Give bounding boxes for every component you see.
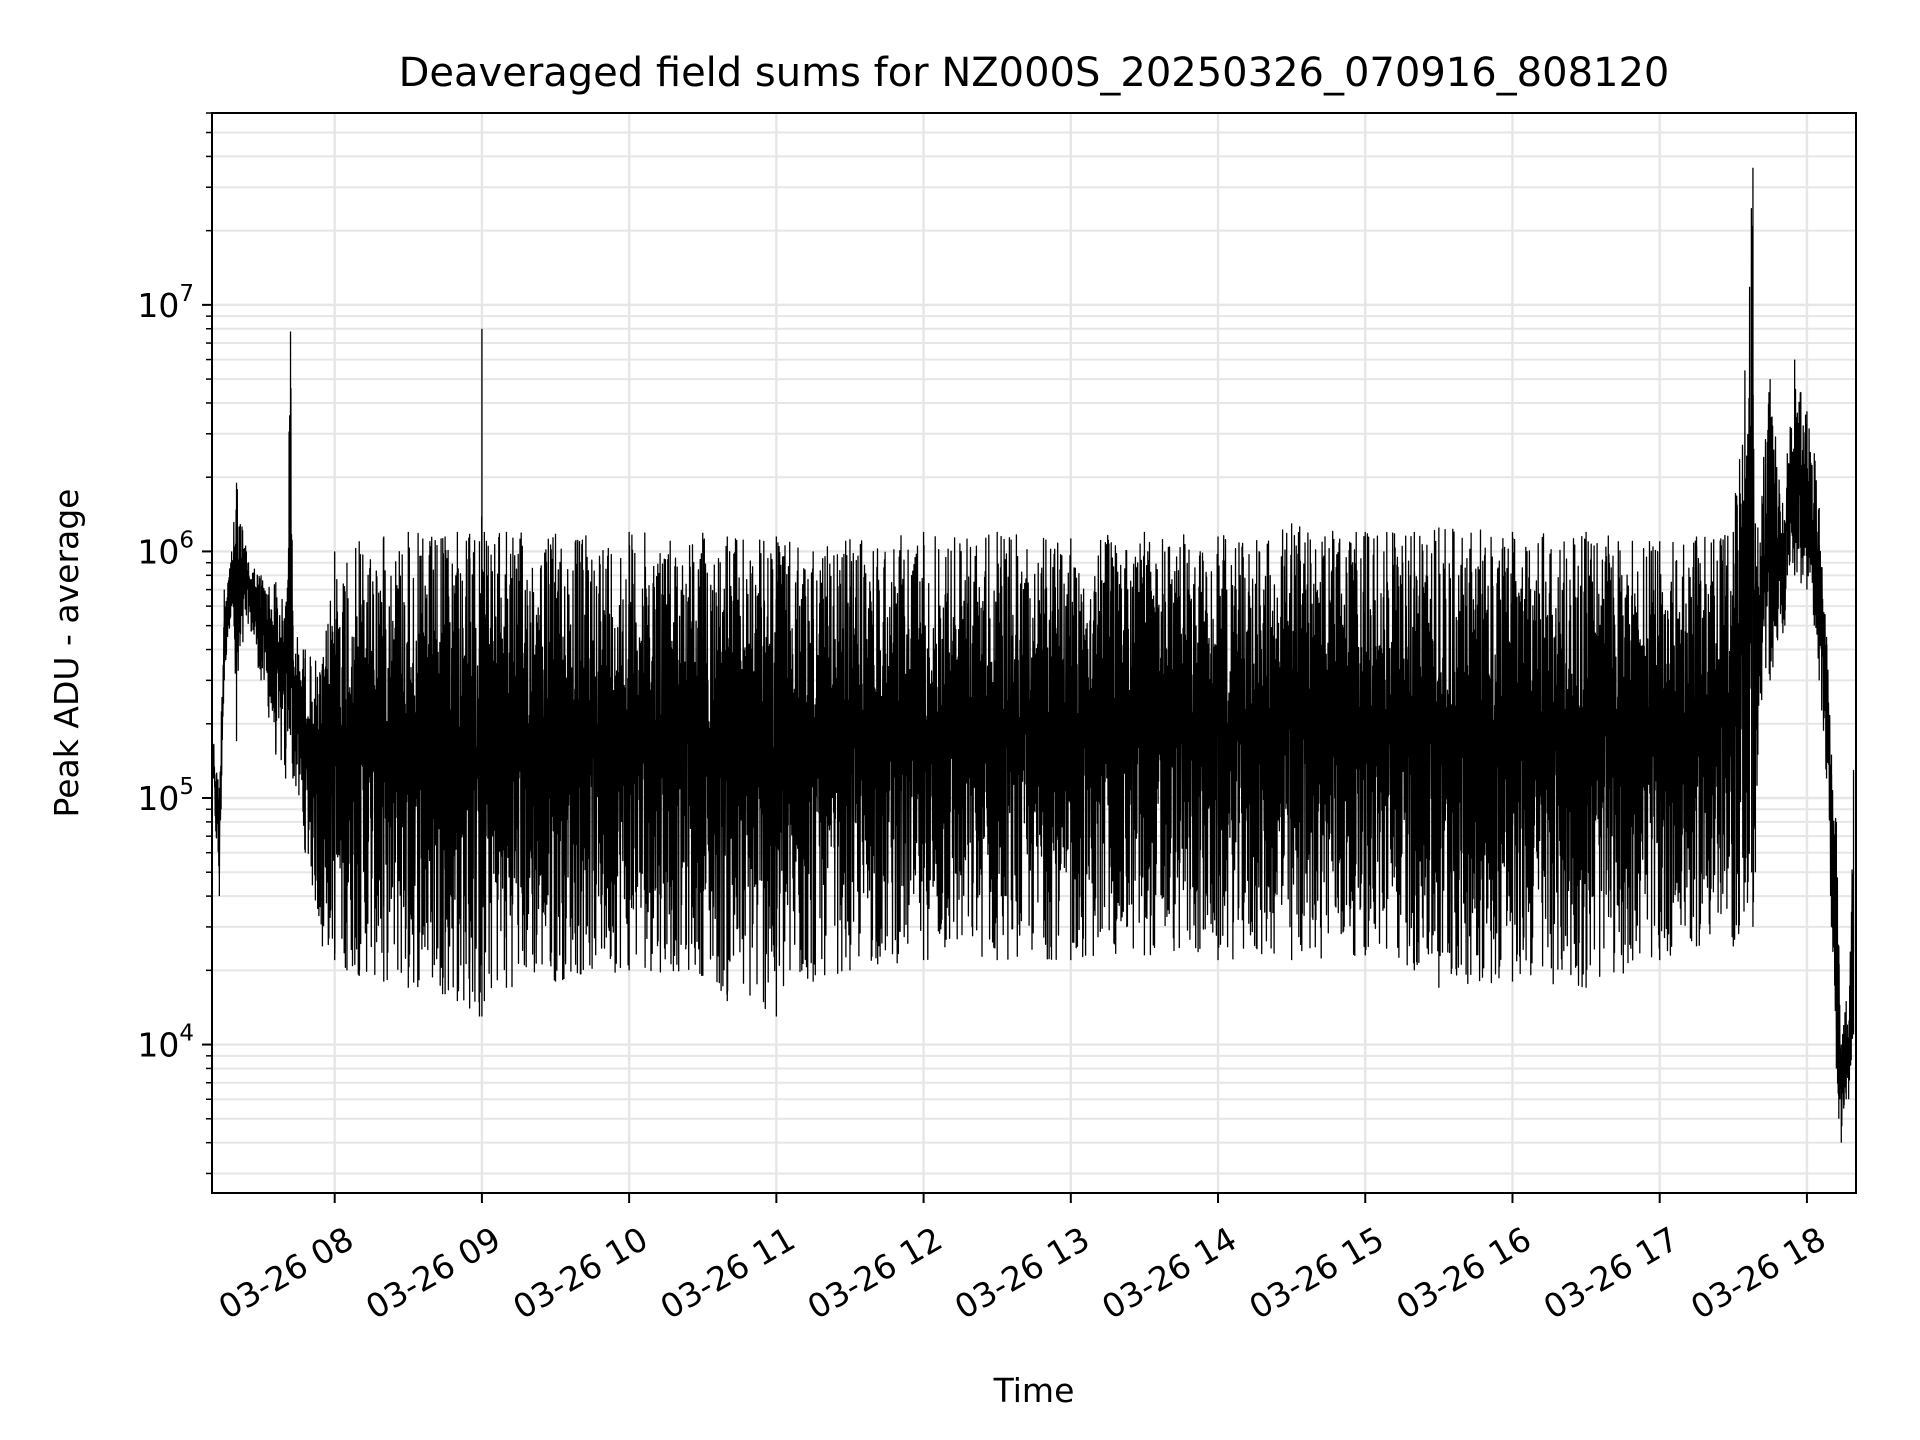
series-line [212, 208, 1855, 1127]
x-axis-label: Time [993, 1371, 1075, 1410]
y-tick-label: 106 [137, 527, 194, 571]
y-tick-label: 104 [137, 1021, 194, 1065]
y-tick-label: 107 [137, 281, 194, 325]
y-tick-label: 105 [137, 774, 194, 818]
plot-area-frame [211, 112, 1857, 1194]
y-axis-label: Peak ADU - average [47, 489, 86, 818]
y-axis: 104 105 106 107 [137, 112, 212, 1175]
chart-title: Deaveraged field sums for NZ000S_2025032… [399, 50, 1670, 96]
series-layer [212, 167, 1855, 1143]
